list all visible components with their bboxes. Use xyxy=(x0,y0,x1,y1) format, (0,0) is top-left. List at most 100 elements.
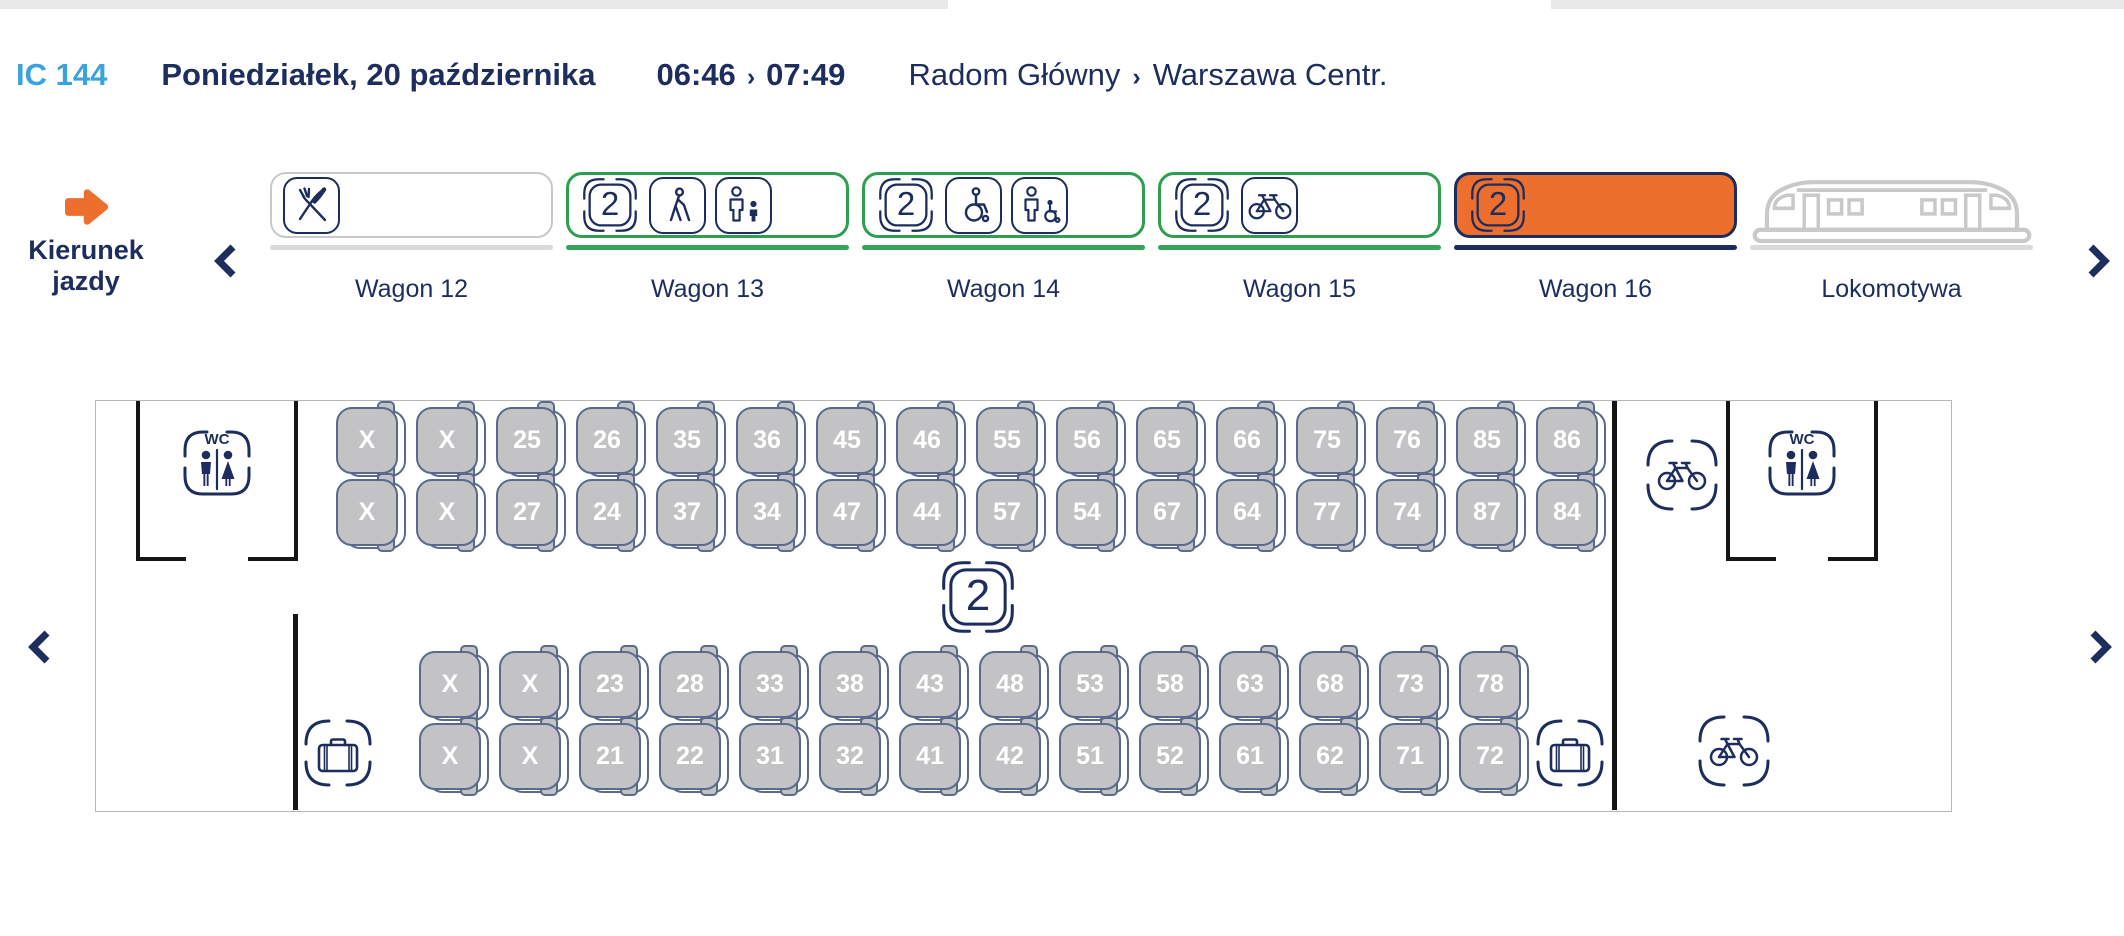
seat-46[interactable]: 46 xyxy=(896,401,966,480)
locomotive-icon xyxy=(1752,168,2032,243)
seatmap-next-button[interactable] xyxy=(2088,628,2114,666)
seat-32[interactable]: 32 xyxy=(819,717,889,796)
seat-27[interactable]: 27 xyxy=(496,473,566,552)
partition-wall-right xyxy=(1612,401,1617,810)
seat-52[interactable]: 52 xyxy=(1139,717,1209,796)
attendant-with-wheelchair-icon xyxy=(1011,176,1068,234)
class-2-icon: 2 xyxy=(580,175,640,235)
seat-26[interactable]: 26 xyxy=(576,401,646,480)
luggage-rack-icon xyxy=(1532,715,1608,791)
wagon-12-column: Wagon 12 xyxy=(270,172,553,304)
seat-33[interactable]: 33 xyxy=(739,645,809,724)
wagon-13-column: 2 xyxy=(566,172,849,304)
wagon-14-label: Wagon 14 xyxy=(946,275,1061,303)
seat-58[interactable]: 58 xyxy=(1139,645,1209,724)
wagon-16-button[interactable]: 2 xyxy=(1454,172,1737,238)
wagon-13-button[interactable]: 2 xyxy=(566,172,849,238)
top-scrollbar-thumb[interactable] xyxy=(948,0,1551,9)
luggage-rack-icon xyxy=(300,715,376,791)
seat-74[interactable]: 74 xyxy=(1376,473,1446,552)
wc-compartment-left xyxy=(136,401,298,561)
seat-71[interactable]: 71 xyxy=(1379,717,1449,796)
seat-48[interactable]: 48 xyxy=(979,645,1049,724)
wagon-12-label: Wagon 12 xyxy=(354,275,469,303)
seat-57[interactable]: 57 xyxy=(976,473,1046,552)
seat-28[interactable]: 28 xyxy=(659,645,729,724)
seat-85[interactable]: 85 xyxy=(1456,401,1526,480)
seat-row-lower-aisle: X X 23 28 33 38 43 48 53 58 63 68 73 78 xyxy=(419,645,1529,724)
seat-25[interactable]: 25 xyxy=(496,401,566,480)
seat-35[interactable]: 35 xyxy=(656,401,726,480)
seatmap-prev-button[interactable] xyxy=(26,628,52,666)
locomotive-button xyxy=(1750,172,2033,243)
wagon-16-label: Wagon 16 xyxy=(1538,275,1653,303)
seat-41[interactable]: 41 xyxy=(899,717,969,796)
seat-23[interactable]: 23 xyxy=(579,645,649,724)
seat-45[interactable]: 45 xyxy=(816,401,886,480)
seat-62[interactable]: 62 xyxy=(1299,717,1369,796)
seat-42[interactable]: 42 xyxy=(979,717,1049,796)
wagon-15-button[interactable]: 2 xyxy=(1158,172,1441,238)
restaurant-icon xyxy=(283,176,340,234)
route-arrow-separator: › xyxy=(1132,63,1141,91)
trip-date: Poniedziałek, 20 października xyxy=(161,57,596,92)
seat-56[interactable]: 56 xyxy=(1056,401,1126,480)
wagon-15-column: 2 Wagon 15 xyxy=(1158,172,1441,304)
seat-64[interactable]: 64 xyxy=(1216,473,1286,552)
seat-24[interactable]: 24 xyxy=(576,473,646,552)
seat-51[interactable]: 51 xyxy=(1059,717,1129,796)
bicycle-area-icon xyxy=(1694,711,1774,791)
seat-77[interactable]: 77 xyxy=(1296,473,1366,552)
bicycle-icon xyxy=(1241,176,1298,234)
seat-63[interactable]: 63 xyxy=(1219,645,1289,724)
seat-54[interactable]: 54 xyxy=(1056,473,1126,552)
wagon-14-column: 2 xyxy=(862,172,1145,304)
seat-73[interactable]: 73 xyxy=(1379,645,1449,724)
top-scrollbar-track[interactable] xyxy=(0,0,2124,9)
origin-station: Radom Główny xyxy=(908,57,1121,92)
locomotive-column: Lokomotywa xyxy=(1750,172,2033,304)
wagon-12-indicator xyxy=(270,245,553,250)
seat-34[interactable]: 34 xyxy=(736,473,806,552)
seat-31[interactable]: 31 xyxy=(739,717,809,796)
seat-37[interactable]: 37 xyxy=(656,473,726,552)
seat-75[interactable]: 75 xyxy=(1296,401,1366,480)
wagon-14-indicator xyxy=(862,245,1145,250)
wagon-16-column: 2 Wagon 16 xyxy=(1454,172,1737,304)
seat-72[interactable]: 72 xyxy=(1459,717,1529,796)
seat-36[interactable]: 36 xyxy=(736,401,806,480)
wagon-15-indicator xyxy=(1158,245,1441,250)
arrival-time: 07:49 xyxy=(766,57,846,92)
seat-22[interactable]: 22 xyxy=(659,717,729,796)
svg-text:WC: WC xyxy=(205,431,230,448)
seat-66[interactable]: 66 xyxy=(1216,401,1286,480)
seat-86[interactable]: 86 xyxy=(1536,401,1606,480)
seat-44[interactable]: 44 xyxy=(896,473,966,552)
seat-38[interactable]: 38 xyxy=(819,645,889,724)
seat-43[interactable]: 43 xyxy=(899,645,969,724)
seat-78[interactable]: 78 xyxy=(1459,645,1529,724)
seat-84[interactable]: 84 xyxy=(1536,473,1606,552)
class-2-icon: 2 xyxy=(938,557,1018,637)
wc-icon: WC xyxy=(1762,423,1842,503)
wagon-14-button[interactable]: 2 xyxy=(862,172,1145,238)
seat-55[interactable]: 55 xyxy=(976,401,1046,480)
wagons-next-button[interactable] xyxy=(2086,242,2112,280)
seat-76[interactable]: 76 xyxy=(1376,401,1446,480)
wagons-prev-button[interactable] xyxy=(212,242,238,280)
wheelchair-icon xyxy=(945,176,1002,234)
seat-65[interactable]: 65 xyxy=(1136,401,1206,480)
seat-row-upper-window: X X 25 26 35 36 45 46 55 56 65 66 75 76 85 86 xyxy=(336,401,1606,480)
seat-53[interactable]: 53 xyxy=(1059,645,1129,724)
class-2-icon: 2 xyxy=(1172,175,1232,235)
seat-occupied: X xyxy=(416,401,486,480)
seat-87[interactable]: 87 xyxy=(1456,473,1526,552)
seat-47[interactable]: 47 xyxy=(816,473,886,552)
seat-67[interactable]: 67 xyxy=(1136,473,1206,552)
seat-61[interactable]: 61 xyxy=(1219,717,1289,796)
wagon-12-button[interactable] xyxy=(270,172,553,238)
seat-21[interactable]: 21 xyxy=(579,717,649,796)
seat-occupied: X xyxy=(419,717,489,796)
seat-68[interactable]: 68 xyxy=(1299,645,1369,724)
partition-wall-bottom-left xyxy=(293,614,298,810)
